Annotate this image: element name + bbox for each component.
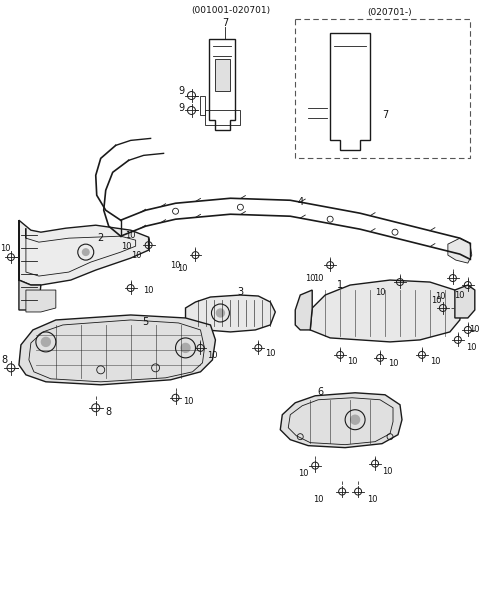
Polygon shape bbox=[216, 59, 230, 90]
Text: 5: 5 bbox=[143, 317, 149, 327]
Text: 10: 10 bbox=[144, 285, 154, 294]
Polygon shape bbox=[455, 285, 475, 318]
Text: 10: 10 bbox=[125, 231, 136, 240]
Text: 10: 10 bbox=[177, 263, 188, 273]
Text: 10: 10 bbox=[183, 397, 194, 406]
Circle shape bbox=[41, 337, 50, 347]
Text: 10: 10 bbox=[382, 467, 392, 476]
Text: 9: 9 bbox=[179, 86, 185, 95]
Polygon shape bbox=[448, 238, 472, 263]
Circle shape bbox=[216, 309, 225, 317]
Text: 9: 9 bbox=[179, 103, 185, 114]
Text: 10: 10 bbox=[430, 358, 440, 367]
Text: 7: 7 bbox=[382, 110, 388, 120]
Text: 10: 10 bbox=[207, 351, 218, 361]
Polygon shape bbox=[310, 280, 462, 342]
Text: 4: 4 bbox=[297, 197, 303, 207]
Text: 3: 3 bbox=[237, 287, 243, 297]
Polygon shape bbox=[295, 290, 312, 330]
Text: 10: 10 bbox=[313, 495, 324, 504]
Text: 10: 10 bbox=[467, 344, 477, 353]
Polygon shape bbox=[19, 315, 216, 385]
Text: 10: 10 bbox=[454, 291, 464, 299]
Text: 10: 10 bbox=[265, 350, 276, 358]
Text: 10: 10 bbox=[388, 359, 398, 368]
Text: 10: 10 bbox=[298, 469, 309, 478]
Text: 2: 2 bbox=[97, 233, 104, 243]
Text: 10: 10 bbox=[121, 242, 132, 251]
FancyBboxPatch shape bbox=[295, 19, 470, 158]
Text: 10: 10 bbox=[435, 291, 445, 300]
Polygon shape bbox=[185, 295, 276, 332]
Polygon shape bbox=[19, 220, 41, 310]
Text: 8: 8 bbox=[1, 355, 7, 365]
Text: 10: 10 bbox=[347, 358, 358, 367]
Circle shape bbox=[82, 248, 90, 256]
Text: (020701-): (020701-) bbox=[368, 8, 412, 17]
Text: 10: 10 bbox=[0, 243, 10, 253]
Text: 8: 8 bbox=[106, 407, 112, 417]
Circle shape bbox=[350, 415, 360, 424]
Text: 10: 10 bbox=[469, 325, 480, 334]
Text: 10: 10 bbox=[313, 274, 324, 283]
Text: 10: 10 bbox=[367, 495, 377, 504]
Text: 10: 10 bbox=[170, 260, 181, 270]
Polygon shape bbox=[280, 393, 402, 447]
Polygon shape bbox=[26, 290, 56, 312]
Text: 1: 1 bbox=[337, 280, 343, 290]
Text: 10: 10 bbox=[431, 296, 441, 305]
Text: 10: 10 bbox=[305, 274, 315, 283]
Text: (001001-020701): (001001-020701) bbox=[191, 6, 270, 15]
Text: 10: 10 bbox=[375, 288, 385, 297]
Text: 6: 6 bbox=[317, 387, 323, 397]
Polygon shape bbox=[334, 50, 366, 90]
Circle shape bbox=[181, 344, 190, 353]
Polygon shape bbox=[19, 220, 149, 285]
Text: 10: 10 bbox=[132, 251, 142, 260]
Text: 7: 7 bbox=[222, 18, 228, 28]
